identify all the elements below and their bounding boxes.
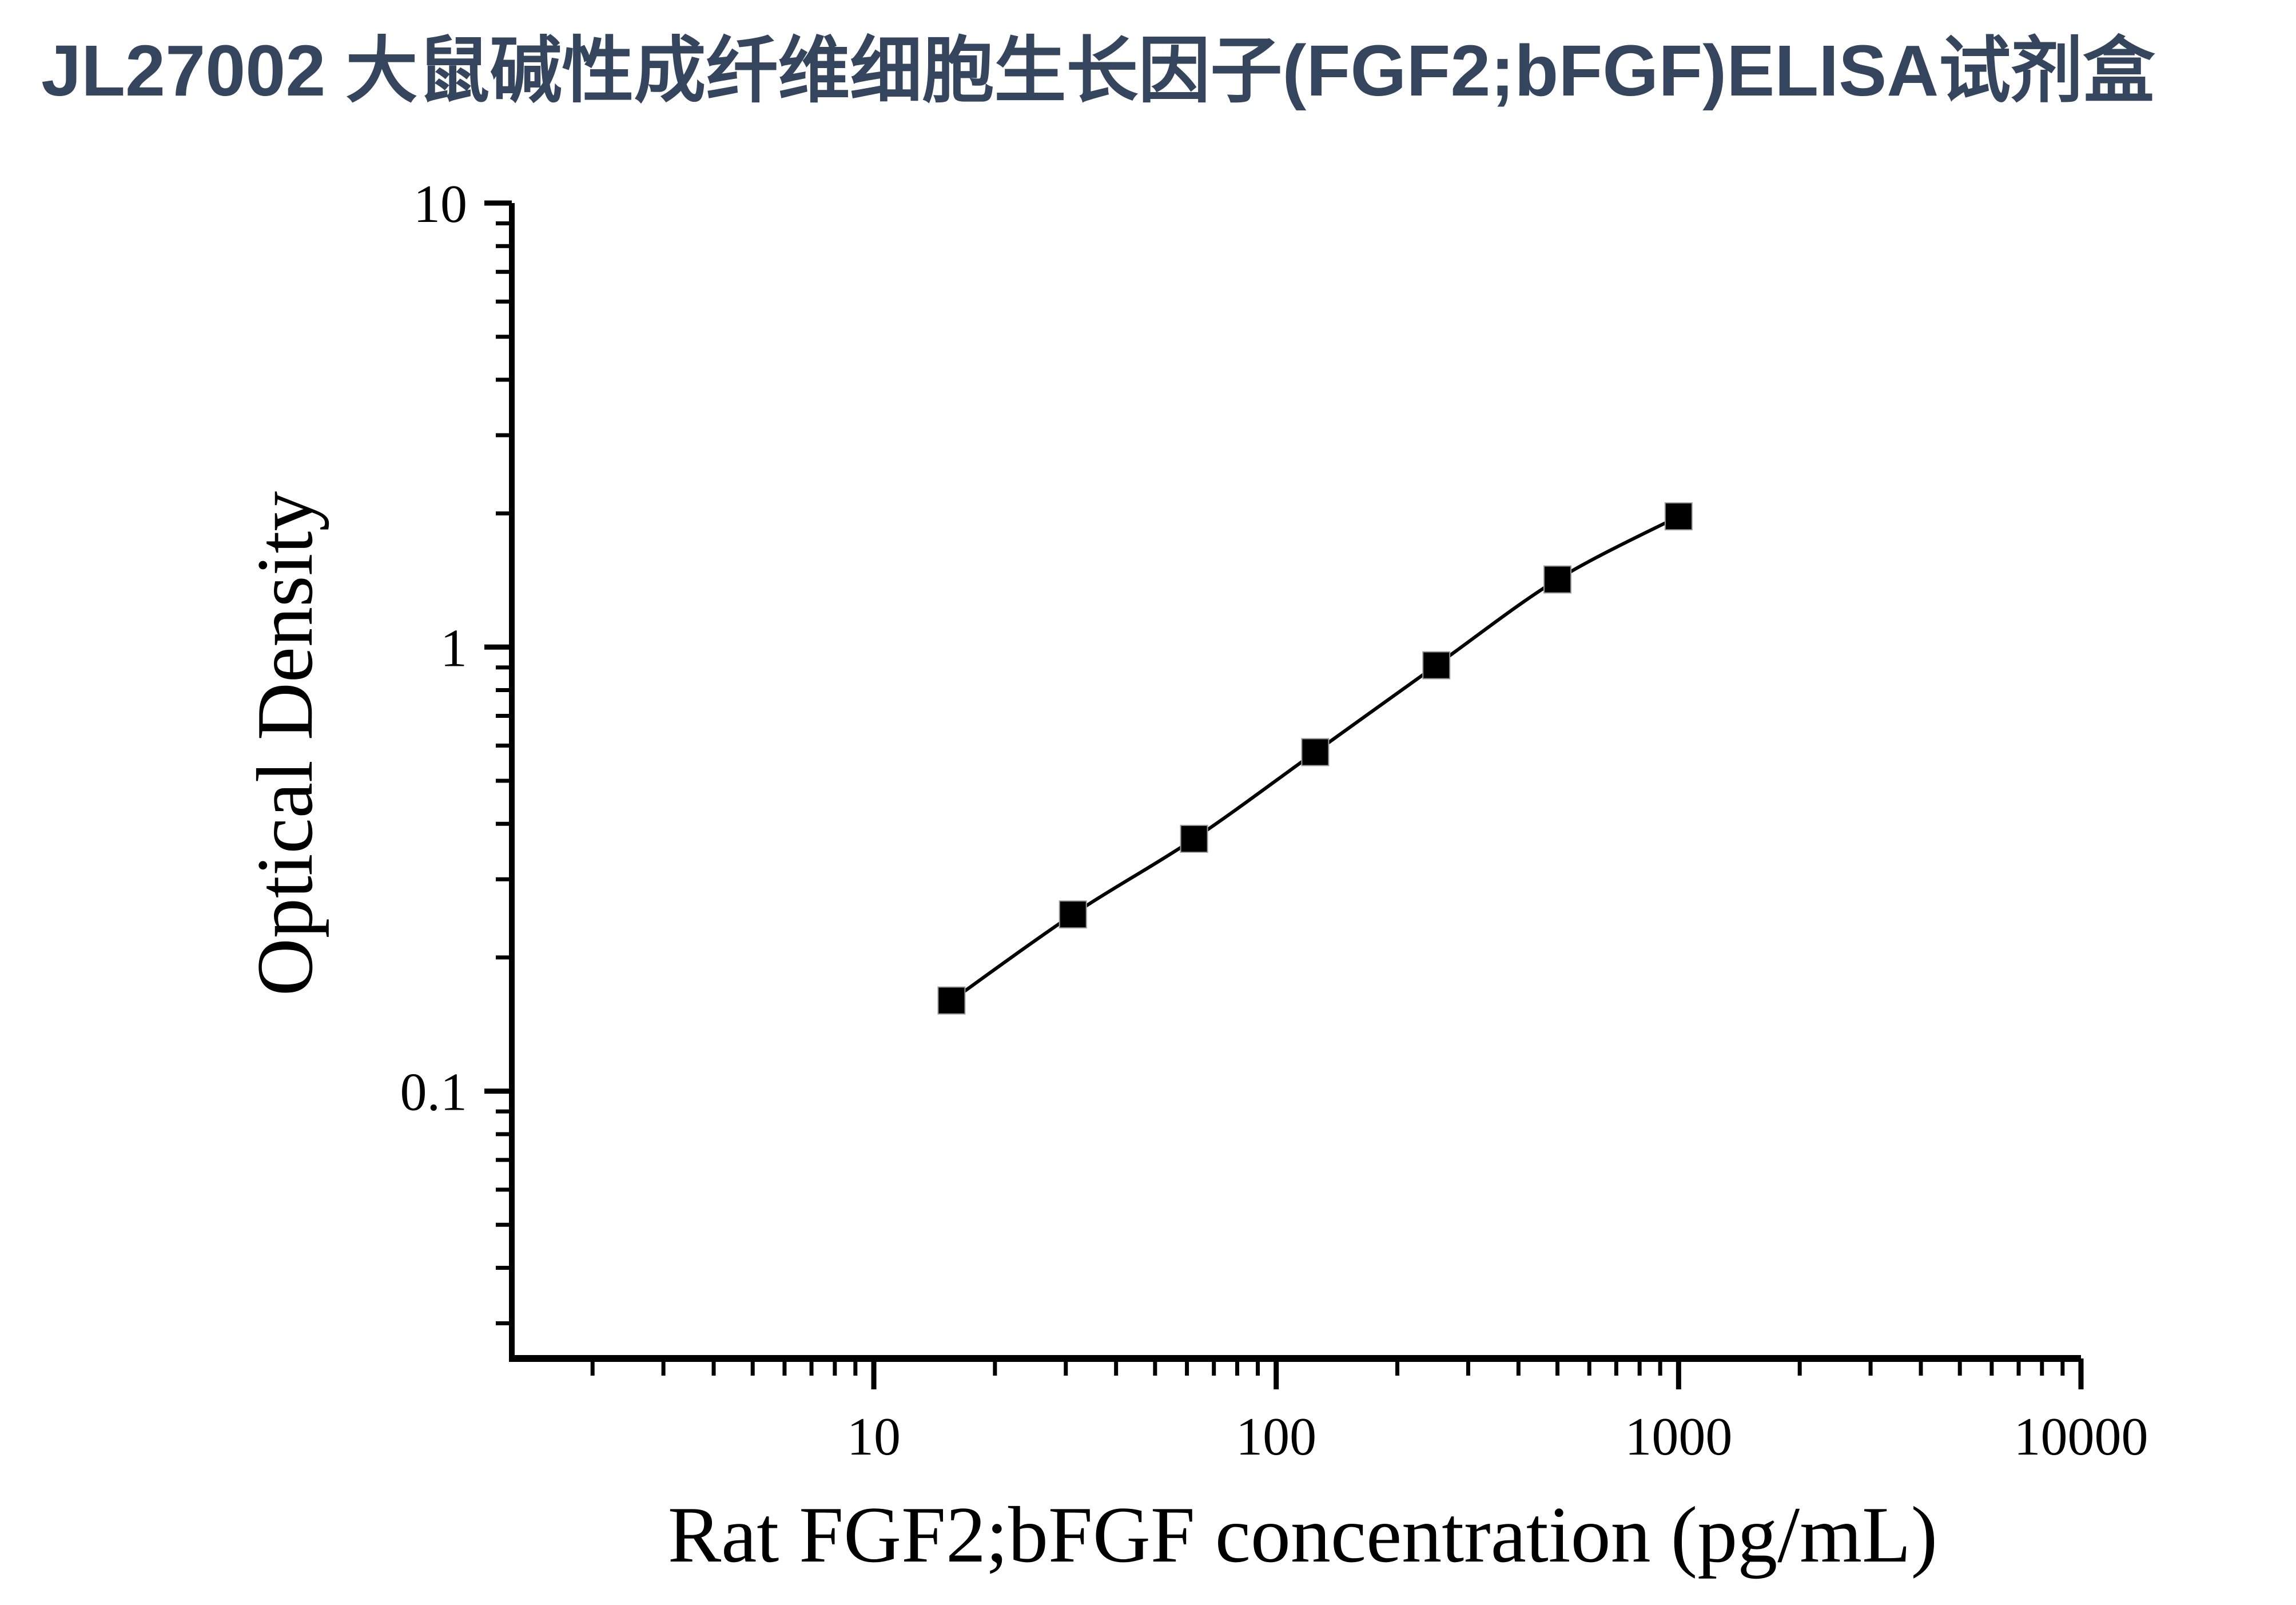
data-point-marker <box>1059 900 1087 929</box>
y-tick-label: 0.1 <box>400 1063 468 1122</box>
axes <box>484 200 2084 1389</box>
data-point-marker <box>1664 502 1693 531</box>
x-tick-label: 10000 <box>2014 1407 2148 1467</box>
x-axis-title: Rat FGF2;bFGF concentration (pg/mL) <box>668 1491 1937 1579</box>
y-tick-label: 1 <box>440 618 467 678</box>
data-point-marker <box>1301 738 1330 766</box>
y-axis-title: Optical Density <box>241 491 329 996</box>
data-point-marker <box>1422 651 1451 680</box>
tick-labels: 10 100 1000 10000 10 1 0.1 <box>400 174 2148 1467</box>
data-point-marker <box>1180 825 1208 853</box>
data-point-marker <box>1543 565 1572 594</box>
page-title: JL27002 大鼠碱性成纤维细胞生长因子(FGF2;bFGF)ELISA试剂盒 <box>41 30 2155 111</box>
x-tick-label: 10 <box>847 1407 901 1467</box>
y-tick-label: 10 <box>413 174 467 234</box>
data-point-marker <box>937 986 966 1015</box>
x-tick-label: 100 <box>1236 1407 1316 1467</box>
data-points <box>937 502 1693 1015</box>
x-tick-label: 1000 <box>1625 1407 1732 1467</box>
